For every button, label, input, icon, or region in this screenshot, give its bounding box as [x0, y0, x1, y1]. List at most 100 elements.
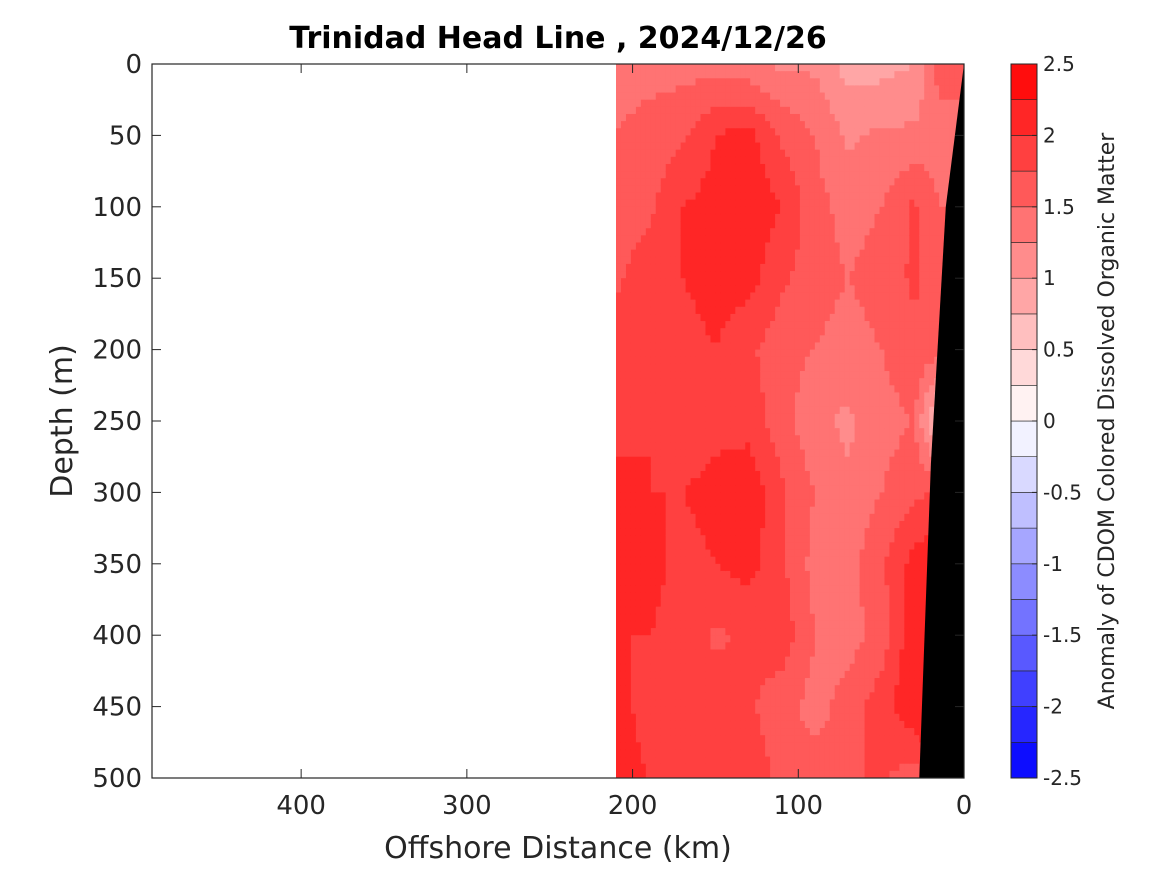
anomaly-cell — [735, 242, 741, 251]
anomaly-cell — [854, 520, 861, 529]
anomaly-cell — [824, 663, 831, 672]
anomaly-cell — [735, 770, 741, 778]
anomaly-cell — [675, 520, 682, 529]
anomaly-cell — [819, 520, 826, 529]
anomaly-cell — [809, 371, 816, 379]
anomaly-cell — [750, 549, 756, 558]
anomaly-cell — [655, 271, 662, 279]
anomaly-cell — [620, 556, 627, 565]
anomaly-cell — [829, 663, 836, 672]
anomaly-cell — [859, 613, 866, 622]
anomaly-cell — [770, 349, 776, 358]
anomaly-cell — [655, 406, 662, 415]
anomaly-cell — [710, 392, 717, 401]
anomaly-cell — [695, 728, 702, 736]
anomaly-cell — [854, 235, 861, 244]
anomaly-cell — [859, 606, 866, 615]
anomaly-cell — [670, 378, 677, 386]
anomaly-cell — [849, 513, 856, 522]
anomaly-cell — [670, 356, 677, 365]
anomaly-cell — [710, 649, 717, 658]
anomaly-cell — [804, 520, 811, 529]
anomaly-cell — [650, 249, 657, 258]
anomaly-cell — [625, 692, 632, 701]
anomaly-cell — [680, 71, 687, 79]
anomaly-cell — [765, 235, 771, 244]
anomaly-cell — [720, 421, 726, 429]
anomaly-cell — [790, 613, 796, 622]
anomaly-cell — [645, 206, 652, 215]
anomaly-cell — [809, 213, 816, 222]
anomaly-cell — [844, 213, 851, 222]
anomaly-cell — [770, 485, 776, 493]
anomaly-cell — [635, 478, 642, 486]
anomaly-cell — [655, 199, 662, 208]
anomaly-cell — [645, 485, 652, 493]
anomaly-cell — [720, 663, 726, 672]
anomaly-cell — [849, 206, 856, 215]
anomaly-cell — [705, 313, 712, 322]
anomaly-cell — [735, 171, 741, 179]
anomaly-cell — [760, 506, 766, 515]
anomaly-cell — [700, 385, 707, 394]
anomaly-cell — [814, 99, 821, 108]
anomaly-cell — [775, 663, 781, 672]
anomaly-cell — [715, 692, 721, 701]
anomaly-cell — [660, 392, 667, 401]
anomaly-cell — [640, 656, 647, 665]
anomaly-cell — [790, 121, 796, 129]
anomaly-cell — [790, 528, 796, 536]
anomaly-cell — [690, 720, 697, 729]
anomaly-cell — [730, 156, 736, 165]
anomaly-cell — [735, 228, 741, 236]
anomaly-cell — [730, 642, 736, 651]
anomaly-cell — [785, 64, 791, 72]
anomaly-cell — [760, 549, 766, 558]
anomaly-cell — [715, 135, 721, 144]
anomaly-cell — [829, 342, 836, 351]
anomaly-cell — [765, 192, 771, 201]
anomaly-cell — [775, 156, 781, 165]
anomaly-cell — [785, 356, 791, 365]
anomaly-cell — [635, 556, 642, 565]
anomaly-cell — [819, 542, 826, 551]
anomaly-cell — [809, 78, 816, 87]
anomaly-cell — [859, 313, 866, 322]
anomaly-cell — [814, 421, 821, 429]
anomaly-cell — [635, 442, 642, 451]
anomaly-cell — [700, 513, 707, 522]
anomaly-cell — [665, 85, 672, 94]
anomaly-cell — [839, 613, 846, 622]
anomaly-cell — [700, 99, 707, 108]
anomaly-cell — [849, 321, 856, 329]
anomaly-cell — [809, 735, 816, 743]
anomaly-cell — [695, 506, 702, 515]
anomaly-cell — [645, 528, 652, 536]
anomaly-cell — [675, 392, 682, 401]
anomaly-cell — [829, 71, 836, 79]
anomaly-cell — [745, 435, 751, 444]
anomaly-cell — [725, 371, 731, 379]
anomaly-cell — [745, 206, 751, 215]
anomaly-cell — [824, 478, 831, 486]
anomaly-cell — [765, 435, 771, 444]
anomaly-cell — [809, 520, 816, 529]
anomaly-cell — [854, 64, 861, 72]
anomaly-cell — [710, 699, 717, 708]
anomaly-cell — [829, 171, 836, 179]
anomaly-cell — [660, 763, 667, 772]
anomaly-cell — [700, 71, 707, 79]
anomaly-cell — [735, 256, 741, 265]
anomaly-cell — [635, 670, 642, 679]
anomaly-cell — [625, 349, 632, 358]
anomaly-cell — [645, 592, 652, 601]
anomaly-cell — [829, 456, 836, 465]
anomaly-cell — [834, 763, 841, 772]
anomaly-cell — [839, 185, 846, 194]
anomaly-cell — [645, 349, 652, 358]
anomaly-cell — [690, 306, 697, 315]
anomaly-cell — [635, 413, 642, 422]
anomaly-cell — [685, 749, 692, 758]
anomaly-cell — [760, 106, 766, 115]
anomaly-cell — [685, 185, 692, 194]
